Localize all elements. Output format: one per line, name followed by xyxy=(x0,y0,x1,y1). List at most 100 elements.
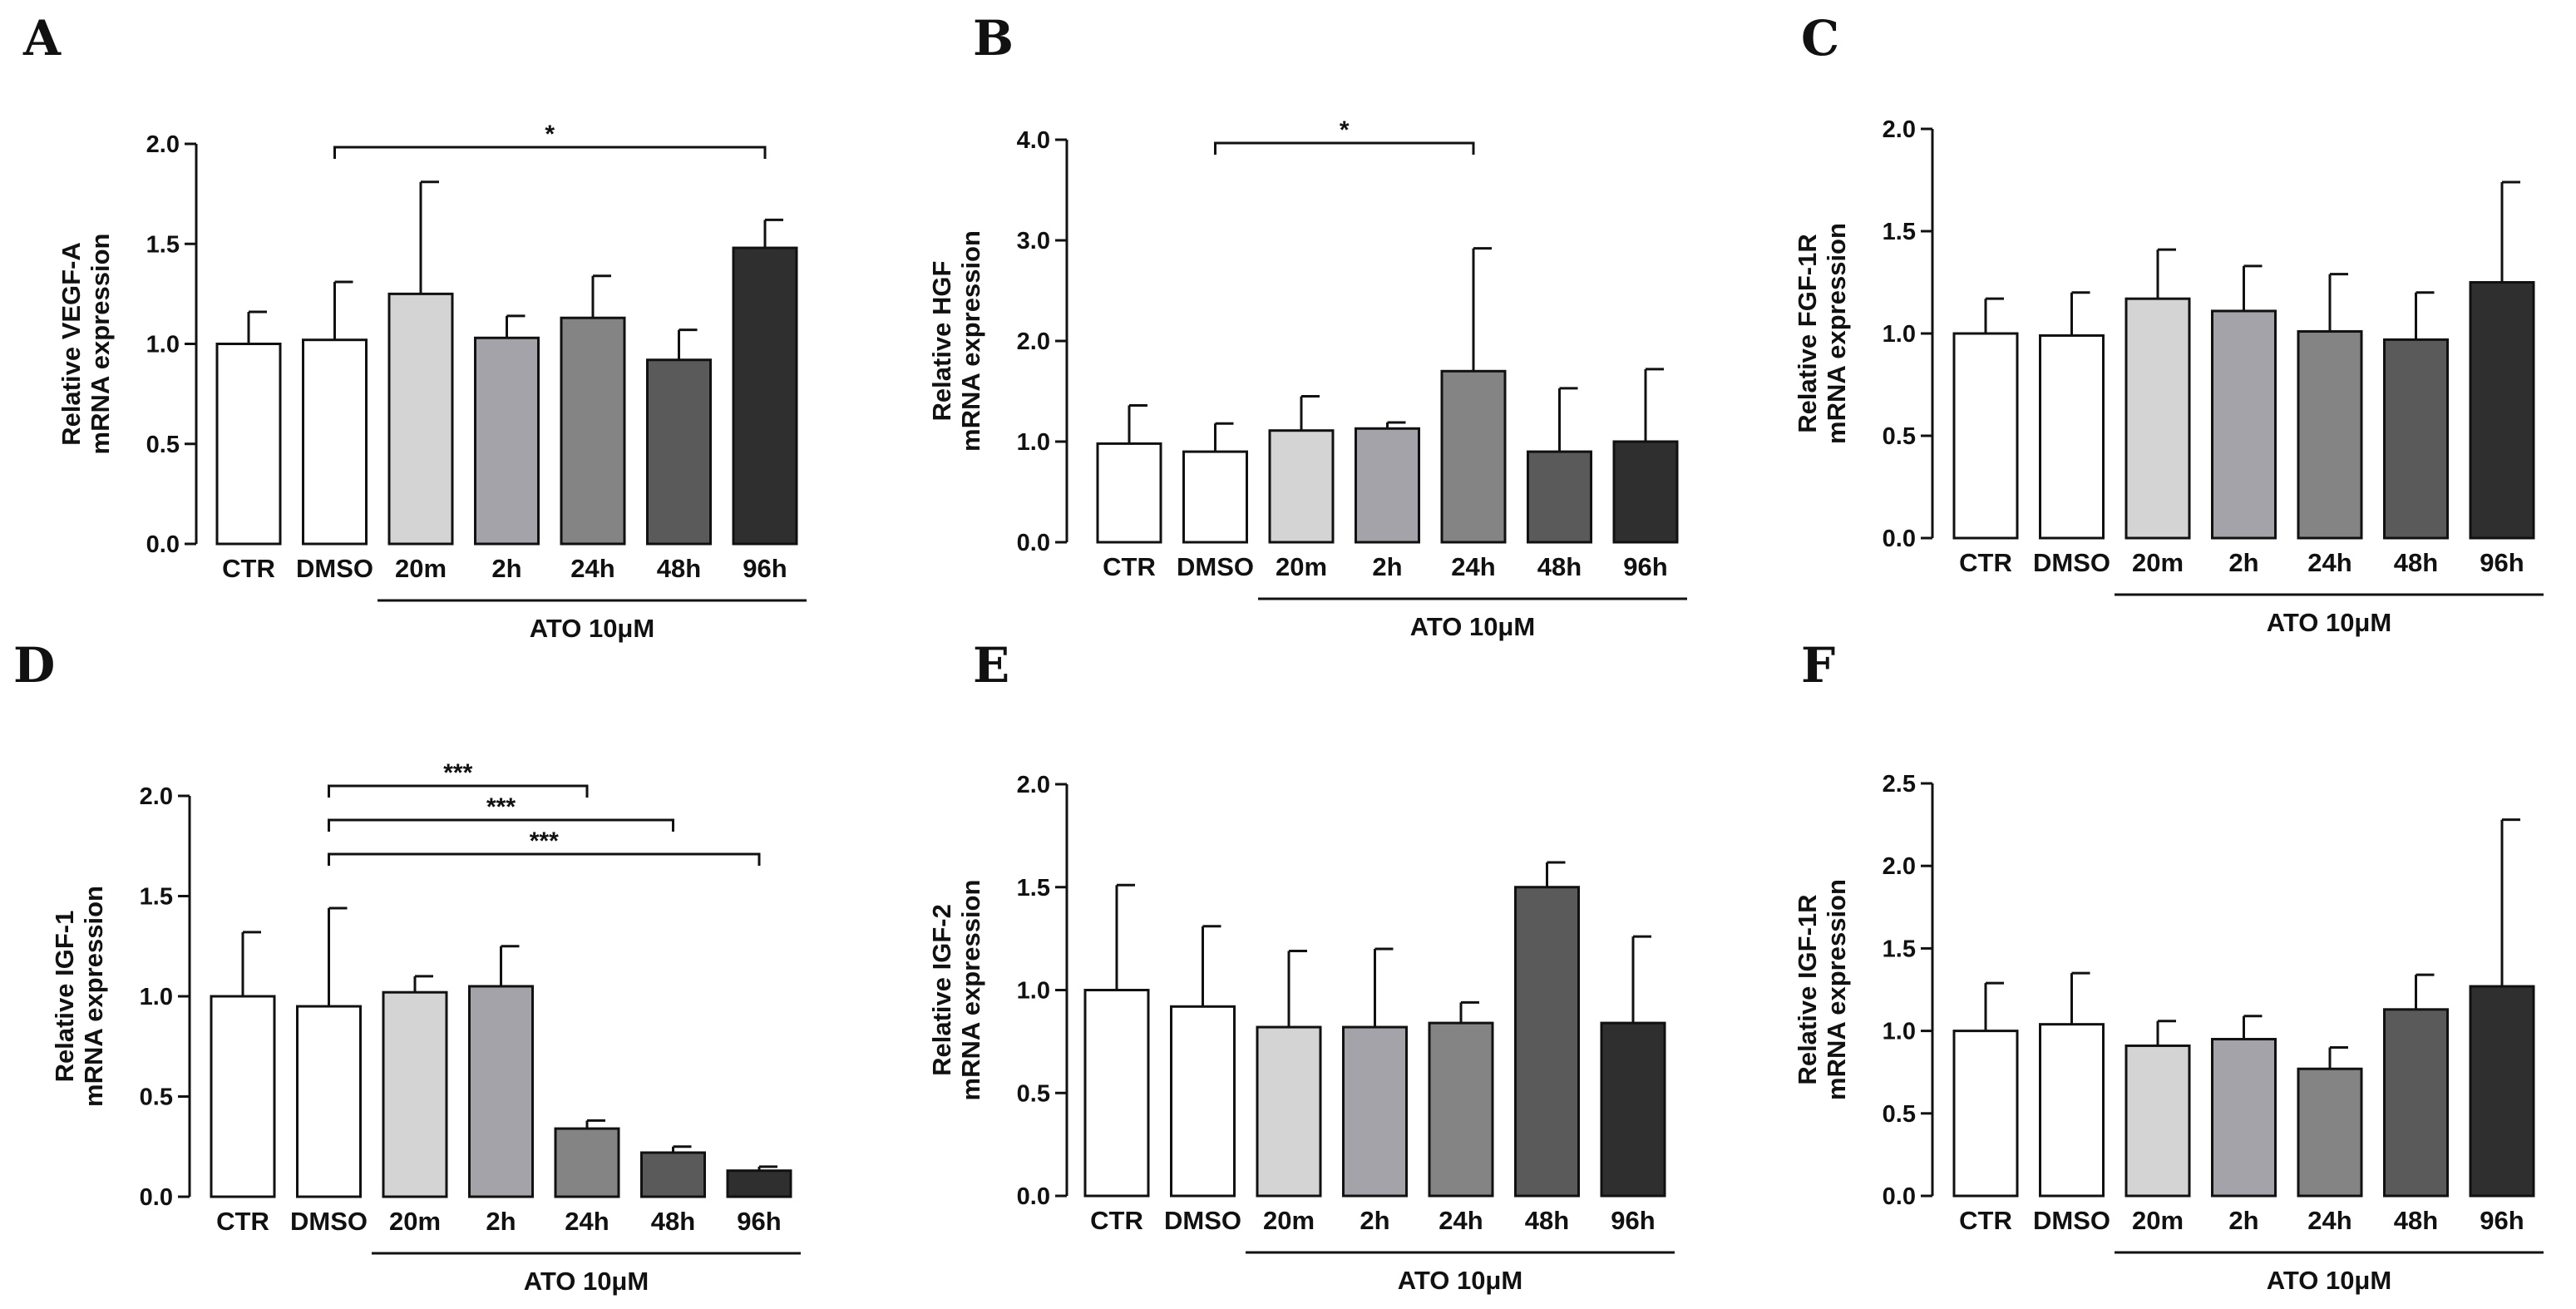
bar-48h xyxy=(2383,338,2449,540)
significance-bracket xyxy=(328,852,761,866)
x-tick-label: 48h xyxy=(657,554,701,583)
group-label: ATO 10μM xyxy=(1410,612,1535,641)
significance-label: * xyxy=(1340,116,1350,144)
x-tick-label: 20m xyxy=(1263,1206,1315,1235)
y-tick-label: 2.0 xyxy=(1883,853,1916,880)
x-tick-label: 96h xyxy=(1611,1206,1655,1235)
bar-2h xyxy=(468,985,534,1198)
group-label: ATO 10μM xyxy=(2267,1266,2391,1295)
bar-20m xyxy=(1256,1025,1322,1198)
y-axis-label-line1: Relative FGF-1R xyxy=(1793,234,1822,432)
bar-96h xyxy=(2469,281,2535,540)
bar-48h xyxy=(2383,1008,2449,1198)
x-tick-label: 24h xyxy=(1451,552,1495,581)
bar-20m xyxy=(1268,429,1335,544)
significance-label: *** xyxy=(443,759,472,787)
y-tick-label: 1.0 xyxy=(1017,429,1050,456)
x-tick-label: 96h xyxy=(743,554,787,583)
bar-24h xyxy=(2297,330,2363,540)
bar-24h xyxy=(1428,1021,1494,1198)
significance-label: * xyxy=(545,121,555,148)
x-tick-label: DMSO xyxy=(1164,1206,1241,1235)
panel-letter: B xyxy=(973,10,1014,67)
bar-dmso xyxy=(2039,333,2105,540)
x-tick-label: 48h xyxy=(2394,548,2438,577)
bar-20m xyxy=(382,990,448,1198)
y-tick-label: 2.5 xyxy=(1883,771,1916,798)
y-tick-label: 1.5 xyxy=(1883,219,1916,245)
x-tick-label: 20m xyxy=(389,1207,441,1236)
bar-ctr xyxy=(1952,1030,2019,1198)
x-tick-label: 2h xyxy=(2228,548,2258,577)
y-tick-label: 1.5 xyxy=(1883,936,1916,962)
x-tick-label: 24h xyxy=(1439,1206,1483,1235)
significance-label: *** xyxy=(486,793,516,821)
bar-ctr xyxy=(1096,442,1162,544)
x-tick-label: 96h xyxy=(737,1207,781,1236)
y-tick-label: 1.5 xyxy=(1017,875,1050,901)
bar-48h xyxy=(1527,450,1592,544)
bar-ctr xyxy=(210,995,276,1198)
x-tick-label: 96h xyxy=(2480,548,2524,577)
bar-48h xyxy=(646,358,712,546)
significance-bracket xyxy=(1214,141,1475,155)
y-tick-label: 4.0 xyxy=(1017,127,1050,154)
x-tick-label: DMSO xyxy=(2033,1206,2110,1235)
x-tick-label: 48h xyxy=(651,1207,695,1236)
x-tick-label: DMSO xyxy=(1177,552,1254,581)
y-tick-label: 1.0 xyxy=(1883,1019,1916,1045)
x-tick-label: CTR xyxy=(1103,552,1156,581)
y-axis-label-line2: mRNA expression xyxy=(956,880,985,1101)
y-tick-label: 2.0 xyxy=(1883,116,1916,143)
y-tick-label: 1.5 xyxy=(146,231,180,258)
x-tick-label: 48h xyxy=(2394,1206,2438,1235)
y-tick-label: 0.0 xyxy=(146,531,180,558)
panel-letter: D xyxy=(13,637,55,694)
y-tick-label: 2.0 xyxy=(140,783,173,810)
x-tick-label: 20m xyxy=(2132,1206,2184,1235)
y-tick-label: 1.0 xyxy=(146,332,180,358)
x-tick-label: 20m xyxy=(395,554,447,583)
x-tick-label: 2h xyxy=(2228,1206,2258,1235)
y-axis-label-line2: mRNA expression xyxy=(956,230,985,452)
panel-f: F 0.0 0.5 1.0 1.5 2.0 2.5 Relative IGF-1R mRNA e… xyxy=(1793,637,2544,1295)
x-tick-label: CTR xyxy=(1959,1206,2012,1235)
panel-c: C 0.0 0.5 1.0 1.5 2.0 Relative FGF-1R mRNA expr… xyxy=(1793,10,2544,637)
x-tick-label: 2h xyxy=(1372,552,1402,581)
y-axis-label-line1: Relative VEGF-A xyxy=(57,242,86,446)
panel-a: A 0.0 0.5 1.0 1.5 2.0 Relative VEGF-A mRNA expr… xyxy=(22,10,807,643)
bar-2h xyxy=(474,336,540,546)
x-tick-label: 24h xyxy=(565,1207,609,1236)
x-tick-label: DMSO xyxy=(2033,548,2110,577)
y-tick-label: 1.0 xyxy=(140,984,173,1010)
y-tick-label: 0.0 xyxy=(140,1184,173,1211)
x-tick-label: 96h xyxy=(2480,1206,2524,1235)
significance-bracket xyxy=(328,784,589,798)
bar-2h xyxy=(2211,1038,2277,1198)
x-tick-label: 20m xyxy=(2132,548,2184,577)
bar-48h xyxy=(640,1151,706,1198)
y-tick-label: 0.5 xyxy=(1017,1080,1050,1107)
y-tick-label: 0.5 xyxy=(1883,1101,1916,1128)
x-tick-label: CTR xyxy=(222,554,275,583)
panel-letter: C xyxy=(1801,10,1839,67)
y-axis-label-line1: Relative IGF-1R xyxy=(1793,894,1822,1084)
y-axis-label-line2: mRNA expression xyxy=(1822,879,1851,1100)
x-tick-label: CTR xyxy=(216,1207,269,1236)
group-label: ATO 10μM xyxy=(2267,608,2391,637)
panel-b: B 0.0 1.0 2.0 3.0 4.0 Relative HGF mRNA express… xyxy=(927,10,1687,641)
bar-dmso xyxy=(1170,1005,1236,1198)
y-tick-label: 2.0 xyxy=(1017,772,1050,798)
y-tick-label: 0.5 xyxy=(146,432,180,458)
x-tick-label: 48h xyxy=(1537,552,1582,581)
x-tick-label: 48h xyxy=(1525,1206,1569,1235)
x-tick-label: 96h xyxy=(1623,552,1667,581)
bar-24h xyxy=(554,1127,620,1198)
bar-96h xyxy=(2469,985,2535,1198)
bar-dmso xyxy=(2039,1023,2105,1198)
group-label: ATO 10μM xyxy=(1398,1266,1522,1295)
panel-letter: A xyxy=(22,10,62,67)
y-axis-label-line1: Relative IGF-2 xyxy=(927,904,956,1076)
y-tick-label: 1.0 xyxy=(1883,321,1916,348)
